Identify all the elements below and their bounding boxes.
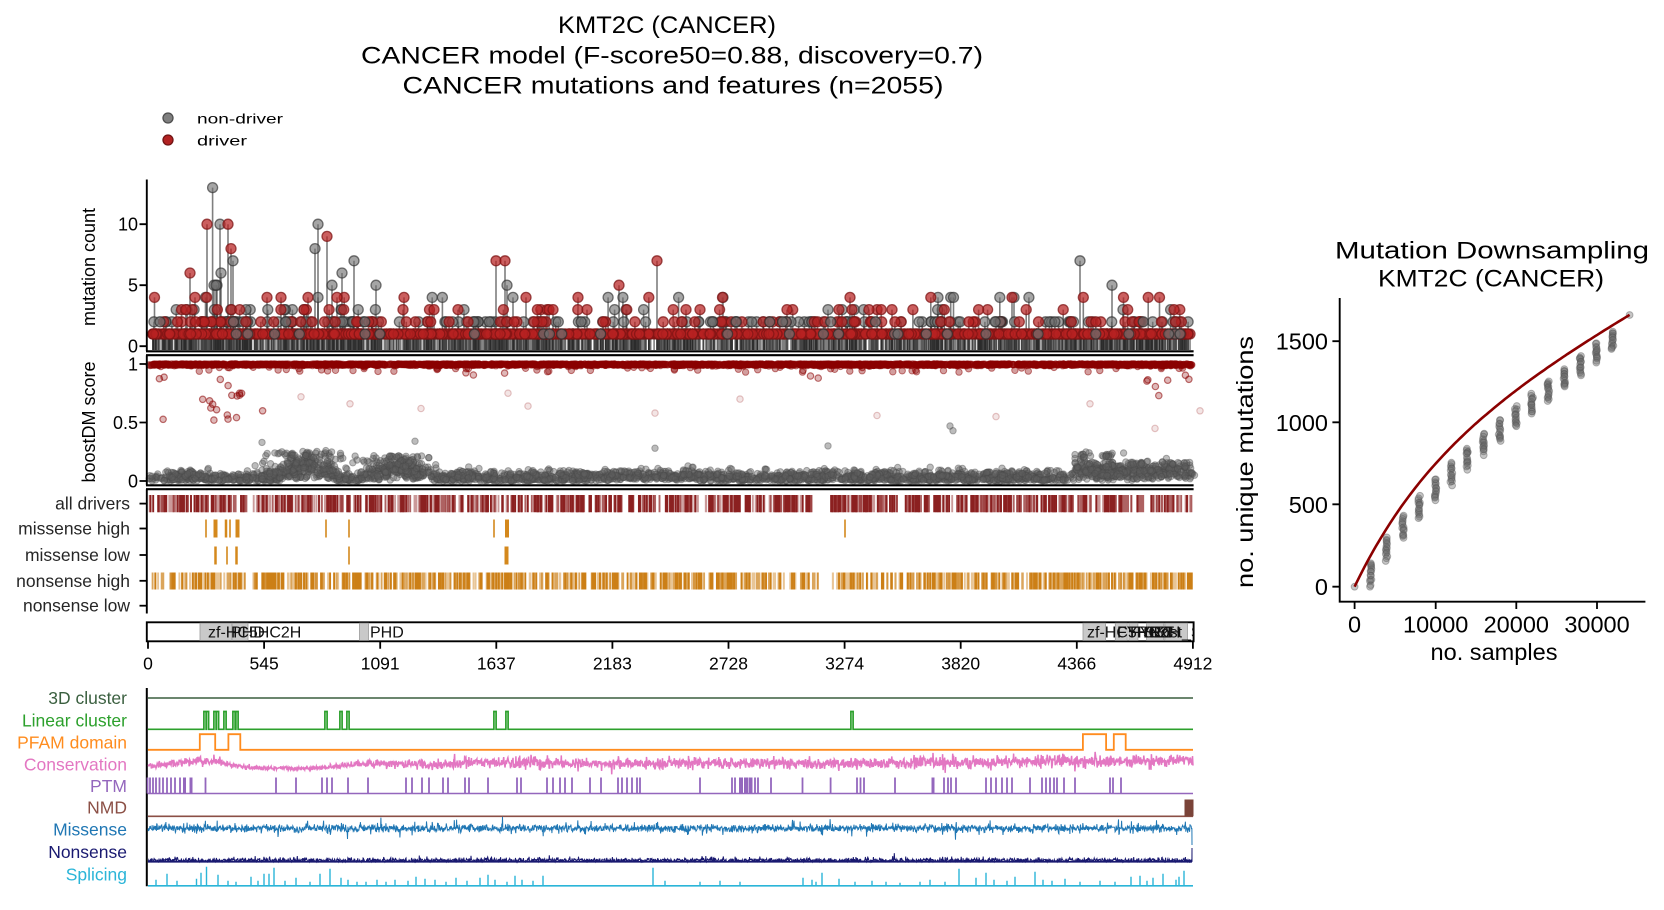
svg-text:1: 1: [128, 355, 138, 375]
svg-text:0: 0: [128, 472, 138, 492]
svg-text:1637: 1637: [477, 654, 516, 674]
svg-text:nonsense high: nonsense high: [16, 571, 130, 591]
svg-text:1500: 1500: [1276, 329, 1328, 355]
svg-text:Nonsense: Nonsense: [48, 842, 127, 862]
svg-text:3D cluster: 3D cluster: [48, 688, 127, 708]
svg-text:PFAM domain: PFAM domain: [17, 733, 127, 753]
svg-text:KMT2C (CANCER): KMT2C (CANCER): [558, 12, 776, 39]
svg-text:3274: 3274: [825, 654, 864, 674]
svg-text:driver: driver: [197, 133, 247, 149]
svg-text:nonsense low: nonsense low: [23, 596, 130, 616]
svg-text:500: 500: [1289, 492, 1328, 518]
svg-text:CANCER model (F-score50=0.88,: CANCER model (F-score50=0.88, discovery=…: [361, 43, 983, 70]
svg-text:mutation count: mutation count: [79, 208, 99, 326]
svg-text:0: 0: [143, 654, 153, 674]
svg-text:0.5: 0.5: [113, 413, 138, 433]
svg-text:all drivers: all drivers: [55, 494, 130, 514]
svg-text:Linear cluster: Linear cluster: [22, 711, 127, 731]
svg-text:Mutation Downsampling: Mutation Downsampling: [1335, 238, 1649, 265]
svg-text:2183: 2183: [593, 654, 632, 674]
svg-text:3820: 3820: [941, 654, 980, 674]
svg-text:missense high: missense high: [18, 519, 130, 539]
svg-text:4366: 4366: [1057, 654, 1096, 674]
svg-text:10000: 10000: [1403, 612, 1468, 638]
svg-text:0: 0: [1348, 612, 1361, 638]
svg-text:1091: 1091: [361, 654, 400, 674]
svg-text:Splicing: Splicing: [66, 865, 127, 885]
svg-text:545: 545: [249, 654, 278, 674]
svg-text:4912: 4912: [1173, 654, 1212, 674]
svg-text:Conservation: Conservation: [24, 754, 127, 774]
svg-text:no. unique mutations: no. unique mutations: [1232, 336, 1258, 588]
svg-text:KMT2C (CANCER): KMT2C (CANCER): [1378, 266, 1604, 293]
svg-text:PTM: PTM: [90, 776, 127, 796]
svg-text:missense low: missense low: [25, 545, 130, 565]
svg-text:2728: 2728: [709, 654, 748, 674]
svg-text:30000: 30000: [1564, 612, 1629, 638]
svg-text:1000: 1000: [1276, 410, 1328, 436]
svg-text:10: 10: [118, 215, 138, 235]
svg-text:NMD: NMD: [87, 798, 127, 818]
svg-text:no. samples: no. samples: [1431, 639, 1558, 665]
svg-text:CANCER mutations and features: CANCER mutations and features (n=2055): [403, 73, 944, 100]
svg-text:20000: 20000: [1484, 612, 1549, 638]
svg-text:0: 0: [1315, 574, 1328, 600]
svg-text:boostDM score: boostDM score: [79, 361, 99, 482]
svg-text:5: 5: [128, 276, 138, 296]
svg-text:Missense: Missense: [53, 820, 127, 840]
svg-text:0: 0: [128, 337, 138, 357]
svg-text:non-driver: non-driver: [197, 111, 283, 127]
svg-text:PHD: PHD: [231, 625, 265, 642]
svg-text:PHD: PHD: [370, 625, 404, 642]
